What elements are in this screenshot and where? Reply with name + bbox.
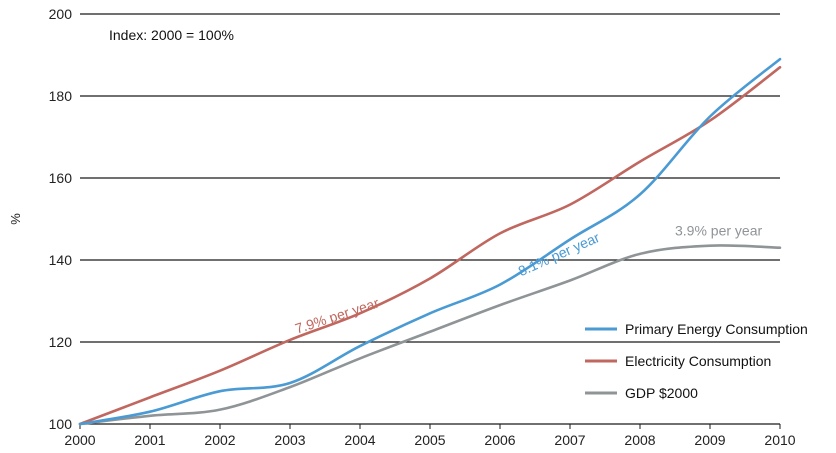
grid — [80, 13, 780, 425]
series-line-gdp-2000 — [78, 244, 782, 426]
y-tick-label: 140 — [49, 252, 73, 268]
x-tick-label: 2008 — [624, 432, 655, 448]
x-tick-label: 2009 — [694, 432, 725, 448]
y-axis-label: % — [8, 213, 23, 225]
x-tick-label: 2006 — [484, 432, 515, 448]
x-tick-label: 2000 — [64, 432, 95, 448]
x-tick-label: 2005 — [414, 432, 445, 448]
series-line-primary-energy-consumption — [78, 57, 782, 426]
x-tick-label: 2010 — [764, 432, 795, 448]
index-note: Index: 2000 = 100% — [109, 27, 234, 43]
x-tick-label: 2007 — [554, 432, 585, 448]
legend: Primary Energy Consumption Electricity Co… — [585, 321, 808, 401]
legend-label: Electricity Consumption — [625, 353, 771, 369]
legend-label: Primary Energy Consumption — [625, 321, 808, 337]
y-tick-label: 200 — [49, 6, 73, 22]
series-line-electricity-consumption — [78, 66, 782, 426]
x-tick-label: 2004 — [344, 432, 375, 448]
x-tick-label: 2002 — [204, 432, 235, 448]
rate-annotation: 7.9% per year — [293, 294, 381, 336]
legend-label: GDP $2000 — [625, 385, 698, 401]
y-tick-label: 120 — [49, 334, 73, 350]
y-tick-label: 180 — [49, 88, 73, 104]
x-tick-label: 2003 — [274, 432, 305, 448]
axes: 100 120 140 160 180 200 2000 2001 2002 2003 2004 20… — [49, 6, 796, 448]
rate-annotation: 3.9% per year — [675, 222, 762, 238]
y-tick-label: 100 — [49, 416, 73, 432]
series-lines — [78, 57, 782, 426]
x-tick-label: 2001 — [134, 432, 165, 448]
y-tick-label: 160 — [49, 170, 73, 186]
